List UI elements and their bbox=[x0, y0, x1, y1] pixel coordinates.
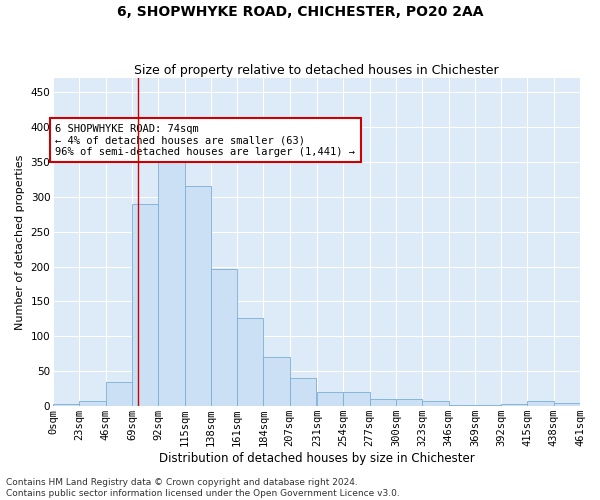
X-axis label: Distribution of detached houses by size in Chichester: Distribution of detached houses by size … bbox=[158, 452, 475, 465]
Bar bbox=[475, 405, 501, 406]
Bar bbox=[237, 318, 263, 406]
Bar bbox=[343, 392, 370, 406]
Bar bbox=[106, 382, 132, 406]
Bar bbox=[501, 404, 527, 406]
Bar bbox=[422, 402, 449, 406]
Bar bbox=[53, 404, 79, 406]
Text: Contains HM Land Registry data © Crown copyright and database right 2024.
Contai: Contains HM Land Registry data © Crown c… bbox=[6, 478, 400, 498]
Bar bbox=[158, 155, 185, 406]
Y-axis label: Number of detached properties: Number of detached properties bbox=[15, 154, 25, 330]
Bar bbox=[554, 402, 580, 406]
Bar bbox=[132, 204, 158, 406]
Bar bbox=[79, 402, 106, 406]
Title: Size of property relative to detached houses in Chichester: Size of property relative to detached ho… bbox=[134, 64, 499, 77]
Bar bbox=[211, 268, 237, 406]
Text: 6, SHOPWHYKE ROAD, CHICHESTER, PO20 2AA: 6, SHOPWHYKE ROAD, CHICHESTER, PO20 2AA bbox=[117, 5, 483, 19]
Bar bbox=[370, 399, 396, 406]
Bar bbox=[185, 186, 211, 406]
Text: 6 SHOPWHYKE ROAD: 74sqm
← 4% of detached houses are smaller (63)
96% of semi-det: 6 SHOPWHYKE ROAD: 74sqm ← 4% of detached… bbox=[55, 124, 355, 156]
Bar bbox=[290, 378, 316, 406]
Bar bbox=[317, 392, 343, 406]
Bar bbox=[396, 399, 422, 406]
Bar bbox=[527, 402, 554, 406]
Bar bbox=[263, 358, 290, 406]
Bar bbox=[449, 405, 475, 406]
